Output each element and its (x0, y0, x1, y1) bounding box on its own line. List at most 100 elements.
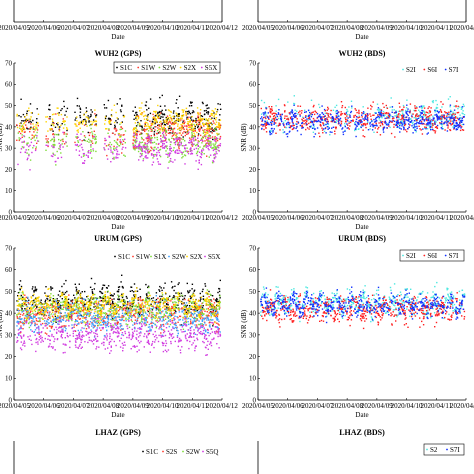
data-point (101, 318, 104, 320)
data-point (46, 140, 48, 142)
data-point (79, 121, 81, 123)
data-point (185, 111, 187, 114)
data-point (151, 319, 153, 321)
data-point (307, 119, 310, 121)
x-tick-label: 2020/04/08 (87, 214, 119, 222)
data-point (32, 300, 34, 302)
data-point (196, 131, 198, 134)
data-point (193, 289, 196, 291)
data-point (362, 112, 364, 115)
data-point (322, 113, 325, 116)
data-point (172, 123, 174, 126)
data-point (412, 132, 414, 134)
data-point (219, 123, 221, 125)
data-point (431, 119, 433, 121)
legend-marker (137, 66, 140, 69)
data-point (372, 124, 374, 127)
data-point (175, 292, 177, 294)
data-point (291, 119, 293, 121)
data-point (50, 139, 52, 142)
data-point (134, 309, 136, 312)
data-point (305, 111, 307, 113)
data-point (129, 310, 131, 312)
data-point (50, 303, 52, 305)
data-point (358, 115, 360, 117)
data-point (198, 323, 200, 326)
data-point (397, 110, 400, 113)
data-point (196, 107, 199, 109)
data-point (28, 299, 30, 301)
data-point (284, 120, 287, 122)
data-point (148, 150, 151, 153)
data-point (109, 118, 111, 120)
data-point (461, 126, 463, 128)
data-point (71, 300, 73, 302)
y-tick-label: 30 (249, 145, 257, 153)
data-point (303, 123, 305, 125)
data-point (113, 145, 115, 148)
data-point (378, 113, 381, 115)
data-point (421, 109, 423, 112)
data-point (188, 131, 190, 134)
y-axis-label: SNR (dB) (240, 123, 248, 152)
data-point (62, 300, 64, 302)
data-point (111, 295, 113, 297)
data-point (326, 121, 329, 123)
data-point (184, 150, 186, 152)
data-point (273, 114, 276, 117)
data-point (440, 101, 442, 103)
data-point (120, 135, 122, 138)
data-point (208, 124, 210, 126)
data-point (73, 308, 76, 311)
data-point (102, 300, 105, 302)
data-point (144, 144, 146, 146)
data-point (260, 113, 263, 115)
data-point (76, 116, 78, 118)
data-point (191, 101, 193, 104)
data-point (449, 118, 451, 120)
data-point (189, 301, 192, 303)
data-point (79, 318, 82, 320)
data-point (180, 141, 182, 143)
data-point (263, 116, 265, 119)
data-point (154, 306, 157, 309)
data-point (428, 115, 431, 117)
data-point (56, 107, 58, 109)
data-point (204, 131, 206, 133)
data-point (219, 135, 222, 138)
data-point (74, 119, 76, 121)
data-point (326, 119, 329, 121)
data-point (425, 111, 427, 113)
data-point (341, 113, 343, 115)
data-point (205, 118, 207, 120)
data-point (126, 308, 129, 310)
data-point (129, 315, 132, 318)
data-point (143, 139, 145, 141)
data-point (124, 138, 126, 140)
data-point (90, 150, 92, 153)
data-point (201, 118, 204, 120)
data-point (278, 117, 280, 120)
data-point (89, 321, 92, 323)
data-point (405, 119, 408, 121)
data-point (37, 320, 39, 322)
data-point (68, 318, 70, 320)
data-point (432, 123, 435, 125)
data-point (427, 107, 429, 110)
data-point (28, 107, 30, 109)
data-point (121, 148, 123, 150)
data-point (113, 140, 116, 142)
data-point (54, 126, 57, 128)
data-point (57, 107, 59, 109)
data-point (80, 301, 82, 303)
data-point (196, 315, 198, 317)
data-point (326, 121, 328, 123)
data-point (202, 298, 205, 300)
data-point (66, 290, 68, 293)
data-point (261, 123, 263, 126)
data-point (279, 124, 281, 126)
data-point (199, 315, 201, 317)
data-point (80, 308, 83, 311)
data-point (401, 114, 404, 116)
data-point (141, 152, 143, 155)
